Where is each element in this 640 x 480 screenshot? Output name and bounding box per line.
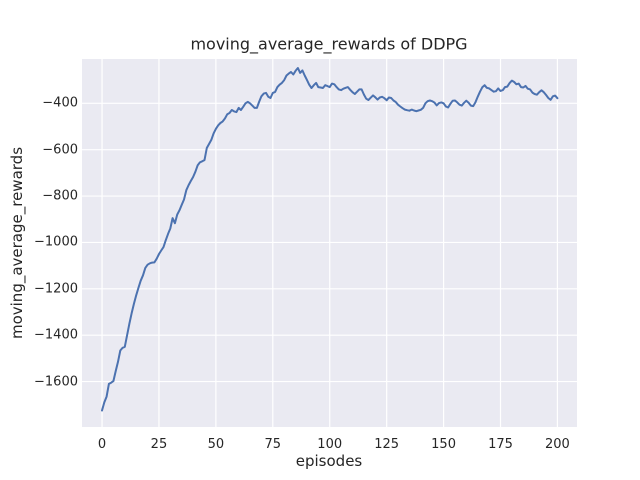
x-tick-label: 175	[488, 437, 513, 452]
x-tick-label: 25	[150, 437, 168, 452]
y-tick-label: −400	[42, 95, 78, 111]
y-tick-label: −1000	[34, 234, 78, 250]
x-tick-label: 50	[207, 437, 225, 452]
y-axis-label: moving_average_rewards	[8, 146, 26, 340]
chart-title: moving_average_rewards of DDPG	[190, 34, 468, 54]
y-tick-label: −1600	[34, 374, 78, 390]
x-tick-label: 100	[317, 437, 343, 452]
y-tick-label: −600	[42, 142, 78, 158]
y-tick-label: −1400	[34, 327, 78, 343]
x-tick-label: 125	[374, 437, 400, 452]
reward-line	[101, 67, 559, 412]
x-tick-label: 200	[544, 437, 570, 452]
x-tick-label: 150	[431, 437, 456, 452]
x-tick-label: 75	[264, 437, 282, 452]
plot-area	[82, 59, 577, 427]
x-tick-label: 0	[97, 437, 107, 452]
y-tick-label: −1200	[34, 281, 78, 297]
line-plot-svg	[82, 59, 577, 427]
y-tick-label: −800	[42, 188, 78, 204]
x-axis-label: episodes	[295, 452, 363, 470]
